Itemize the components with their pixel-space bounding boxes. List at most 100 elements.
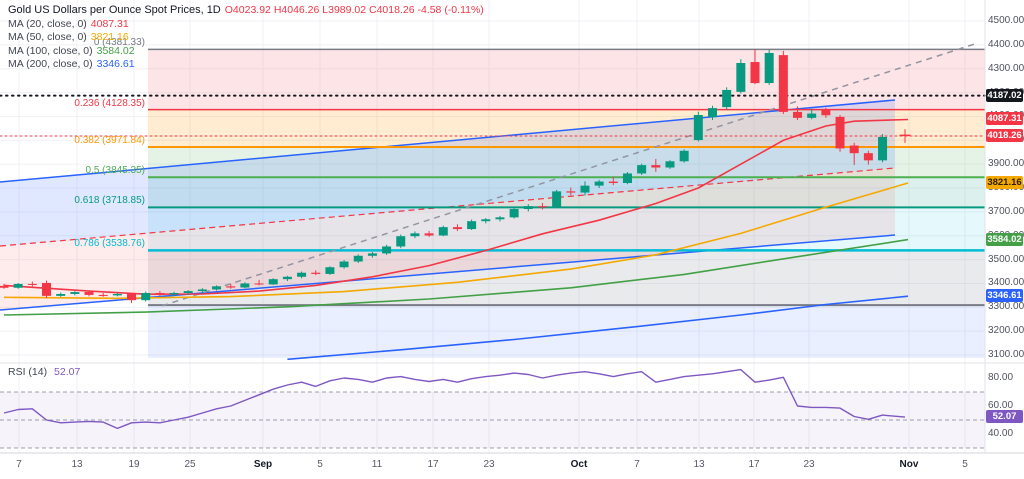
rsi-label: RSI (14)	[8, 366, 48, 378]
fib-band	[148, 207, 985, 251]
candle	[311, 272, 321, 274]
ma100-line	[3, 238, 909, 316]
rsi-legend: RSI (14) 52.07	[8, 366, 80, 378]
candle	[27, 283, 37, 285]
candle	[608, 181, 618, 184]
candle	[410, 233, 420, 237]
fib-label-0[interactable]: 0 (4381.33)	[93, 37, 145, 49]
candle	[169, 293, 179, 295]
price-badge-4018.26: 4018.26	[986, 128, 1023, 142]
candle	[70, 292, 80, 294]
rsi-axis-label: 80.00	[988, 372, 1014, 383]
candle	[495, 217, 505, 220]
fib-label-05[interactable]: 0.5 (3845.35)	[85, 165, 146, 177]
price-badge-3821.16: 3821.16	[986, 175, 1023, 189]
fib-label-0786[interactable]: 0.786 (3538.76)	[74, 238, 145, 250]
candle	[396, 236, 406, 247]
ma-legend-row: MA (20, close, 0) 4087.31	[8, 18, 484, 30]
time-axis[interactable]	[0, 453, 1024, 479]
time-tick-25: 25	[184, 459, 196, 470]
rsi-axis-label: 60.00	[988, 400, 1014, 411]
ma20-label: MA (20, close, 0)	[8, 17, 87, 30]
candle	[651, 165, 661, 168]
candle	[0, 285, 9, 288]
price-axis-label: 3300.00	[988, 301, 1024, 313]
price-axis-label: 3700.00	[988, 205, 1024, 217]
symbol-legend: Gold US Dollars per Ounce Spot Prices, 1…	[8, 4, 484, 70]
rsi-line	[3, 368, 906, 430]
time-tick-13: 13	[693, 459, 705, 470]
fib-label-0236[interactable]: 0.236 (4128.35)	[74, 97, 145, 109]
price-badge-4187.02: 4187.02	[986, 88, 1023, 102]
ma-legend-row: MA (100, close, 0) 3584.02	[8, 45, 484, 57]
channel-top-border[interactable]	[0, 99, 896, 183]
ma-legend-row: MA (50, close, 0) 3821.16	[8, 31, 484, 43]
candle	[552, 191, 562, 208]
candle	[438, 227, 448, 236]
time-tick-5: 5	[317, 459, 323, 470]
candle	[112, 293, 122, 296]
time-tick-7: 7	[16, 459, 22, 470]
candle	[622, 173, 632, 184]
price-axis-label: 4300.00	[988, 62, 1024, 74]
time-tick-Sep: Sep	[253, 459, 273, 470]
ma20-line	[3, 118, 909, 295]
rsi-axis-label: 40.00	[988, 428, 1014, 439]
candle	[665, 161, 675, 168]
high-value: H4046.26	[273, 4, 320, 16]
candle	[127, 293, 137, 301]
time-tick-17: 17	[748, 459, 760, 470]
ma50-line	[3, 182, 909, 300]
ma200-label: MA (200, close, 0)	[8, 58, 93, 70]
channel-upper-fill	[0, 99, 895, 246]
candle	[212, 286, 222, 290]
candle	[197, 289, 207, 292]
candle	[325, 267, 335, 274]
candle	[509, 209, 519, 218]
fib-band	[148, 147, 985, 178]
rsi-badge: 52.07	[986, 410, 1023, 424]
symbol-title[interactable]: Gold US Dollars per Ounce Spot Prices, 1…	[8, 4, 221, 16]
candle	[637, 165, 647, 174]
candle	[863, 153, 873, 161]
time-tick-Oct: Oct	[570, 459, 588, 470]
fib-label-0382[interactable]: 0.382 (3971.84)	[74, 135, 145, 147]
price-axis-label: 3100.00	[988, 349, 1024, 361]
price-axis-label: 3400.00	[988, 277, 1024, 289]
candle	[141, 293, 151, 301]
time-tick-17: 17	[427, 459, 439, 470]
candle	[523, 206, 533, 210]
ma100-value: 3584.02	[96, 44, 135, 57]
time-tick-7: 7	[634, 459, 640, 470]
time-tick-5: 5	[962, 459, 968, 470]
candle	[708, 108, 717, 118]
candle	[835, 116, 845, 149]
candle	[467, 221, 477, 230]
time-tick-23: 23	[483, 459, 495, 470]
candle	[13, 283, 23, 288]
candle	[282, 276, 292, 280]
candle	[778, 55, 788, 112]
ma200-line	[287, 295, 909, 361]
candle	[353, 255, 363, 262]
candle	[594, 181, 604, 186]
time-tick-19: 19	[128, 459, 140, 470]
time-tick-13: 13	[71, 459, 83, 470]
candle	[849, 145, 859, 154]
price-badge-3584.02: 3584.02	[986, 232, 1023, 246]
ma100-label: MA (100, close, 0)	[8, 44, 93, 57]
candle	[793, 111, 803, 118]
price-badge-4087.31: 4087.31	[986, 112, 1023, 126]
candle	[268, 279, 278, 285]
candle	[566, 191, 576, 193]
candle	[821, 109, 831, 116]
candle	[481, 219, 491, 222]
fib-label-0618[interactable]: 0.618 (3718.85)	[74, 195, 145, 207]
price-badge-3346.61: 3346.61	[986, 289, 1023, 303]
candle	[226, 286, 236, 288]
candle	[42, 282, 52, 296]
price-axis-label: 4500.00	[988, 15, 1024, 26]
candle	[452, 227, 462, 230]
